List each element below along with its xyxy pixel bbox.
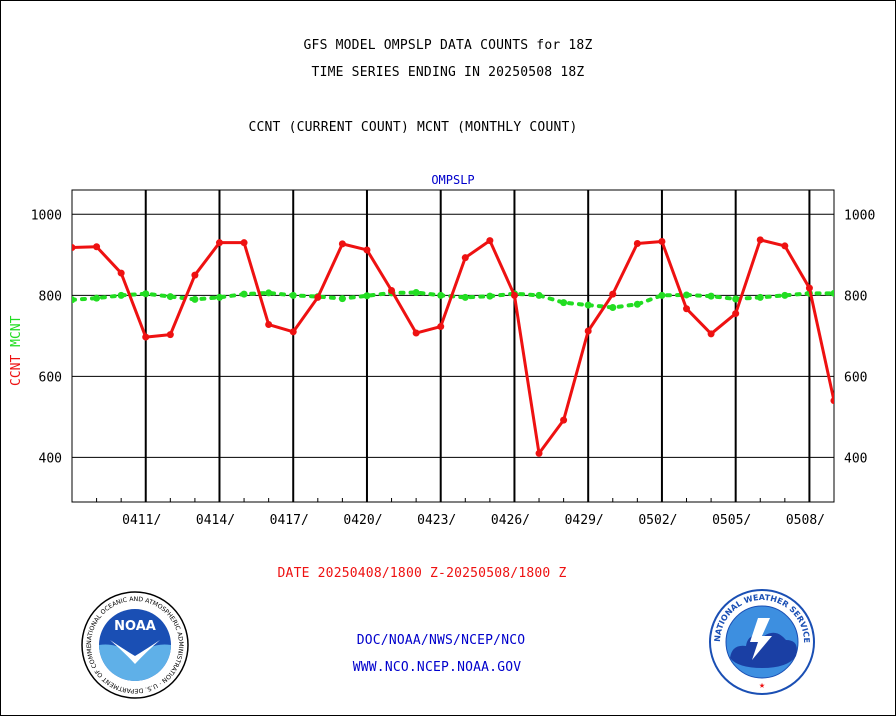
ccnt-point	[756, 236, 764, 244]
x-tick-label: 0429/	[565, 513, 604, 528]
y-tick-label-left: 1000	[31, 208, 62, 223]
ccnt-point	[314, 293, 322, 301]
ccnt-point	[166, 331, 174, 339]
y-tick-label-right: 1000	[844, 208, 875, 223]
ccnt-point	[830, 397, 834, 405]
website-label: WWW.NCO.NCEP.NOAA.GOV	[352, 660, 522, 675]
ccnt-point	[142, 333, 150, 341]
mcnt-point	[461, 293, 469, 301]
svg-text:★: ★	[759, 680, 765, 691]
mcnt-point	[707, 292, 715, 300]
plot-area	[71, 189, 835, 503]
x-tick-label: 0414/	[196, 513, 235, 528]
mcnt-point	[535, 291, 543, 299]
y-tick-label-right: 400	[844, 451, 867, 466]
ccnt-point	[412, 329, 420, 337]
ccnt-point	[584, 327, 592, 335]
y-tick-label-left: 600	[39, 370, 62, 385]
ccnt-point	[265, 321, 273, 329]
mcnt-point	[633, 300, 641, 308]
y-tick-label-right: 600	[844, 370, 867, 385]
ccnt-point	[72, 244, 76, 252]
x-tick-label: 0420/	[343, 513, 382, 528]
mcnt-point	[72, 296, 76, 304]
mcnt-point	[166, 293, 174, 301]
ccnt-point	[437, 323, 445, 331]
ccnt-point	[683, 305, 691, 313]
noaa-logo-label: NOAA	[114, 619, 156, 634]
x-tick-label: 0502/	[638, 513, 677, 528]
ccnt-point	[117, 269, 125, 277]
ccnt-point	[363, 246, 371, 254]
series-line-ccnt	[72, 238, 834, 455]
ccnt-point	[707, 330, 715, 338]
mcnt-point	[142, 290, 150, 298]
chart-title-line1: GFS MODEL OMPSLP DATA COUNTS for 18Z	[303, 38, 593, 53]
chart-legend-line: CCNT (CURRENT COUNT) MCNT (MONTHLY COUNT…	[248, 120, 578, 135]
mcnt-point	[265, 289, 273, 297]
ccnt-point	[240, 239, 248, 247]
mcnt-point	[240, 290, 248, 298]
mcnt-point	[830, 289, 834, 297]
x-tick-label: 0426/	[491, 513, 530, 528]
ccnt-point	[289, 328, 297, 336]
mcnt-point	[756, 293, 764, 301]
ccnt-point	[535, 449, 543, 457]
y-tick-label-right: 800	[844, 289, 867, 304]
x-tick-label: 0505/	[712, 513, 751, 528]
ccnt-point	[338, 240, 346, 248]
mcnt-point	[289, 291, 297, 299]
ccnt-point	[609, 290, 617, 298]
y-tick-label-left: 800	[39, 289, 62, 304]
mcnt-point	[412, 289, 420, 297]
ccnt-point	[191, 271, 199, 279]
org-path-label: DOC/NOAA/NWS/NCEP/NCO	[356, 633, 526, 648]
mcnt-point	[683, 291, 691, 299]
y-tick-label-left: 400	[39, 451, 62, 466]
chart-title-line2: TIME SERIES ENDING IN 20250508 18Z	[311, 65, 585, 80]
ccnt-point	[93, 243, 101, 251]
x-tick-label: 0508/	[786, 513, 825, 528]
nws-logo: ★ NATIONAL WEATHER SERVICE	[709, 589, 815, 695]
ccnt-point	[510, 291, 518, 299]
mcnt-point	[215, 293, 223, 301]
mcnt-point	[609, 304, 617, 312]
mcnt-point	[93, 294, 101, 302]
ccnt-point	[215, 239, 223, 247]
ccnt-point	[781, 242, 789, 250]
ccnt-point	[560, 416, 568, 424]
mcnt-point	[437, 291, 445, 299]
x-tick-label: 0423/	[417, 513, 456, 528]
ccnt-point	[486, 237, 494, 245]
ccnt-point	[732, 310, 740, 318]
mcnt-point	[781, 291, 789, 299]
mcnt-point	[191, 295, 199, 303]
mcnt-point	[584, 301, 592, 309]
x-tick-label: 0417/	[270, 513, 309, 528]
y-axis-label: CCNT MCNT	[9, 315, 24, 386]
mcnt-point	[658, 291, 666, 299]
mcnt-point	[363, 292, 371, 300]
mcnt-point	[117, 291, 125, 299]
ccnt-point	[461, 254, 469, 262]
ccnt-point	[388, 286, 396, 294]
chart-subtitle: OMPSLP	[431, 173, 474, 187]
ccnt-point	[658, 237, 666, 245]
mcnt-point	[732, 295, 740, 303]
y-axis-label-ccnt: CCNT	[9, 347, 24, 386]
ccnt-point	[805, 284, 813, 292]
y-axis-label-mcnt: MCNT	[9, 315, 24, 346]
date-range-label: DATE 20250408/1800 Z-20250508/1800 Z	[277, 566, 567, 581]
mcnt-point	[486, 292, 494, 300]
mcnt-point	[338, 295, 346, 303]
noaa-logo: NOAA NATIONAL OCEANIC AND ATMOSPHERIC AD…	[80, 590, 189, 699]
mcnt-point	[560, 299, 568, 307]
x-tick-label: 0411/	[122, 513, 161, 528]
ccnt-point	[633, 239, 641, 247]
